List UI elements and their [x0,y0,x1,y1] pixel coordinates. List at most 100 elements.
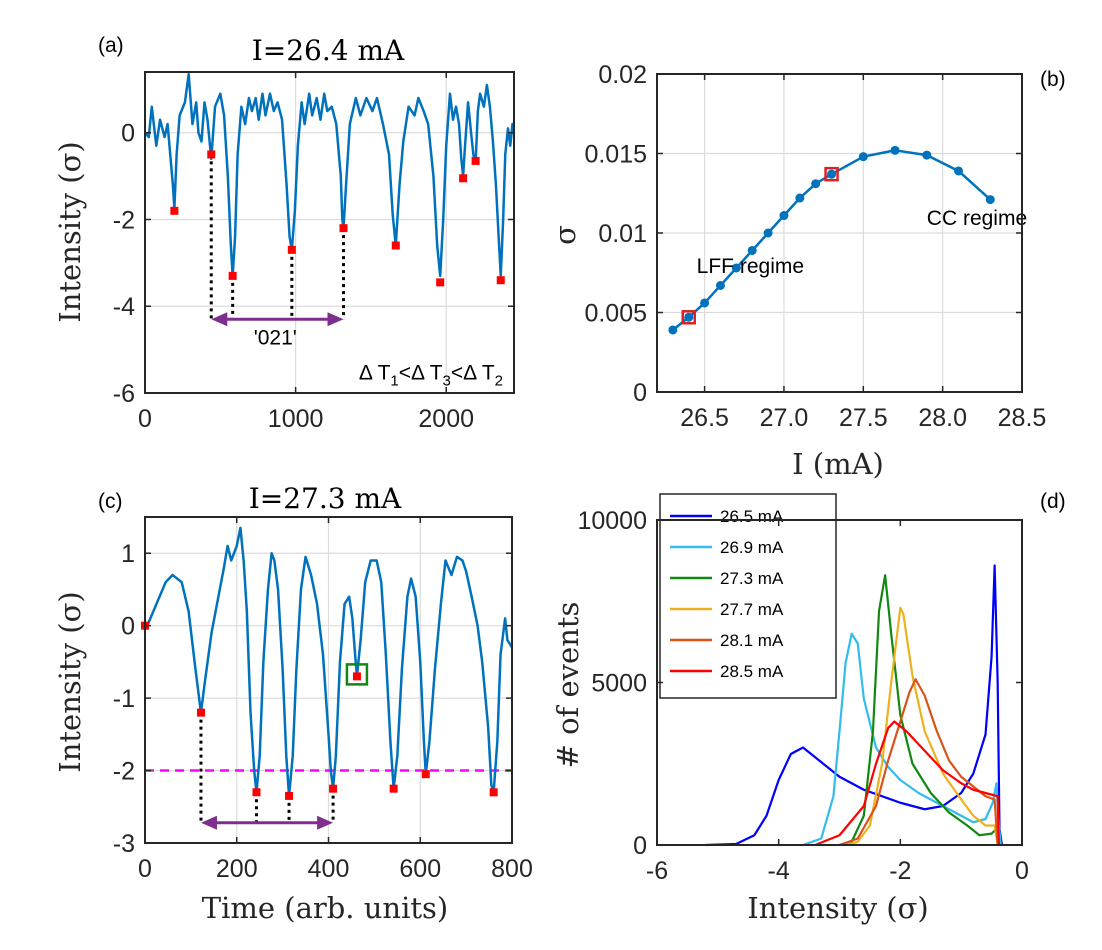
panel-a-marker [496,276,505,285]
panel-c-arrow-head-left [200,815,217,830]
panel-d-series-line-3 [845,606,999,847]
panel-c-marker [389,784,398,793]
panel-b-ytick-label: 0.015 [584,141,647,169]
panel-a-series-line [144,72,516,278]
panel-c-xtick-label: 200 [216,855,258,883]
panel-d-ytick-label: 0 [633,832,647,860]
panel-a-xtick-label: 2000 [418,405,474,433]
panel-a-ytick-label: 0 [121,120,135,148]
panel-c-xtick-label: 800 [491,855,533,883]
panel-a-arrow-head-right [327,312,344,327]
panel-a-ylabel: Intensity (σ) [53,141,87,322]
panel-b-highlight-square [824,166,839,182]
panel-c-marker [421,770,430,779]
panel-a-marker [228,271,237,280]
panel-c-marker [285,791,294,800]
panel-a-marker [471,156,480,165]
panel-b-point [779,211,789,221]
panel-a-ytick-label: -2 [113,206,135,234]
panel-b-point [731,263,741,273]
panel-a-marker [459,174,468,183]
panel-a-title: I=26.4 mA [252,34,405,67]
panel-d-xlabel: Intensity (σ) [747,891,928,925]
panel-b-label: (b) [1040,68,1066,91]
panel-c-ytick-label: -1 [113,685,135,713]
panel-c-ytick-label: 0 [121,613,135,641]
panel-d-xtick-label: -6 [646,857,668,885]
panel-b-point [827,169,837,179]
panel-c-marker [352,672,361,681]
panel-d-xtick-label: -2 [889,857,911,885]
panel-a-marker [207,150,216,159]
panel-d-series-line-2 [839,574,1000,847]
panel-a-marker [436,278,445,287]
panel-c-label: (c) [98,490,123,513]
panel-c-xlabel: Time (arb. units) [202,891,448,925]
panel-b-point [763,228,773,238]
panel-c-marker [196,708,205,717]
panel-b-point [715,280,725,290]
panel-c-xtick-label: 400 [308,855,350,883]
panel-c-ytick-label: -2 [113,758,135,786]
panel-d-legend-label: 26.9 mA [720,538,784,557]
panel-a-marker [170,206,179,215]
panel-c: (c) I=27.3 mA 0 200 400 600 800 -3 -2 -1 0 1 Inte… [53,482,533,925]
panel-b-point [858,152,868,162]
panel-d-legend-label: 28.1 mA [720,631,784,650]
panel-d-legend-box [659,493,837,699]
panel-b-point [747,245,757,255]
panel-b-xtick-label: 27.0 [760,404,809,432]
panel-d-ytick-label: 10000 [577,507,647,535]
panel-c-ylabel: Intensity (σ) [53,591,87,772]
panel-b-point [985,195,995,205]
panel-d-label: (d) [1040,490,1066,513]
panel-b-series-line [672,149,992,331]
panel-d: (d) 26.5 mA 26.9 mA 27.3 mA 27.7 mA 28.1 mA 2… [551,490,1066,925]
panel-c-arrow-head-right [317,815,334,830]
panel-a-arrow-head-left [211,312,228,327]
panel-b-xtick-label: 27.5 [839,404,888,432]
panel-a-xtick-label: 1000 [268,405,324,433]
panel-d-ylabel: # of events [551,602,585,769]
panel-a-marker [391,241,400,250]
panel-b-point [890,145,900,155]
panel-a-annotation-pattern: '021' [254,327,297,350]
panel-a-marker [339,224,348,233]
panel-c-marker [329,784,338,793]
panel-b-ytick-label: 0.005 [584,300,647,328]
panel-b-xtick-label: 26.5 [680,404,729,432]
panel-d-legend-label: 26.5 mA [720,507,784,526]
panel-c-ytick-label: -3 [113,830,135,858]
panel-b-point [811,179,821,189]
panel-b-point [668,325,678,335]
panel-c-ytick-label: 1 [121,540,135,568]
panel-c-highlight-square [345,663,369,686]
panel-c-series-line [145,526,514,798]
panel-b-ylabel: σ [548,225,582,245]
panel-b-point [684,312,694,322]
panel-d-series-line-0 [705,564,1004,847]
panel-d-series-line-5 [814,720,1000,847]
panel-b-point [922,150,932,160]
panel-b-ytick-label: 0.02 [598,61,647,89]
panel-a-marker [287,245,296,254]
panel-b-point [700,298,710,308]
panel-a-xtick-label: 0 [138,405,152,433]
panel-c-title: I=27.3 mA [249,482,402,515]
panel-a-axes-box [144,71,515,394]
panel-b-highlight-square [681,310,696,325]
panel-a-annotation-order: Δ T1<Δ T3<Δ T2 [359,361,503,389]
panel-d-legend-label: 27.3 mA [720,569,784,588]
panel-a-ytick-label: -4 [113,293,135,321]
panel-b-xtick-label: 28.0 [918,404,967,432]
panel-d-xtick-label: 0 [1015,857,1029,885]
panel-b: (b) LFF regime CC regime 26.5 27.0 27.5 28.0… [548,61,1066,481]
panel-c-xtick-label: 0 [138,855,152,883]
panel-b-point [954,166,964,176]
panel-d-legend-label: 27.7 mA [720,600,784,619]
panel-c-xtick-label: 600 [399,855,441,883]
panel-d-ytick-label: 5000 [591,670,647,698]
panel-a: (a) I=26.4 mA '021' Δ T1<Δ T3<Δ T2 0 1000 2… [53,34,516,433]
panel-d-xtick-label: -4 [768,857,790,885]
panel-d-series-line-1 [802,632,1002,847]
